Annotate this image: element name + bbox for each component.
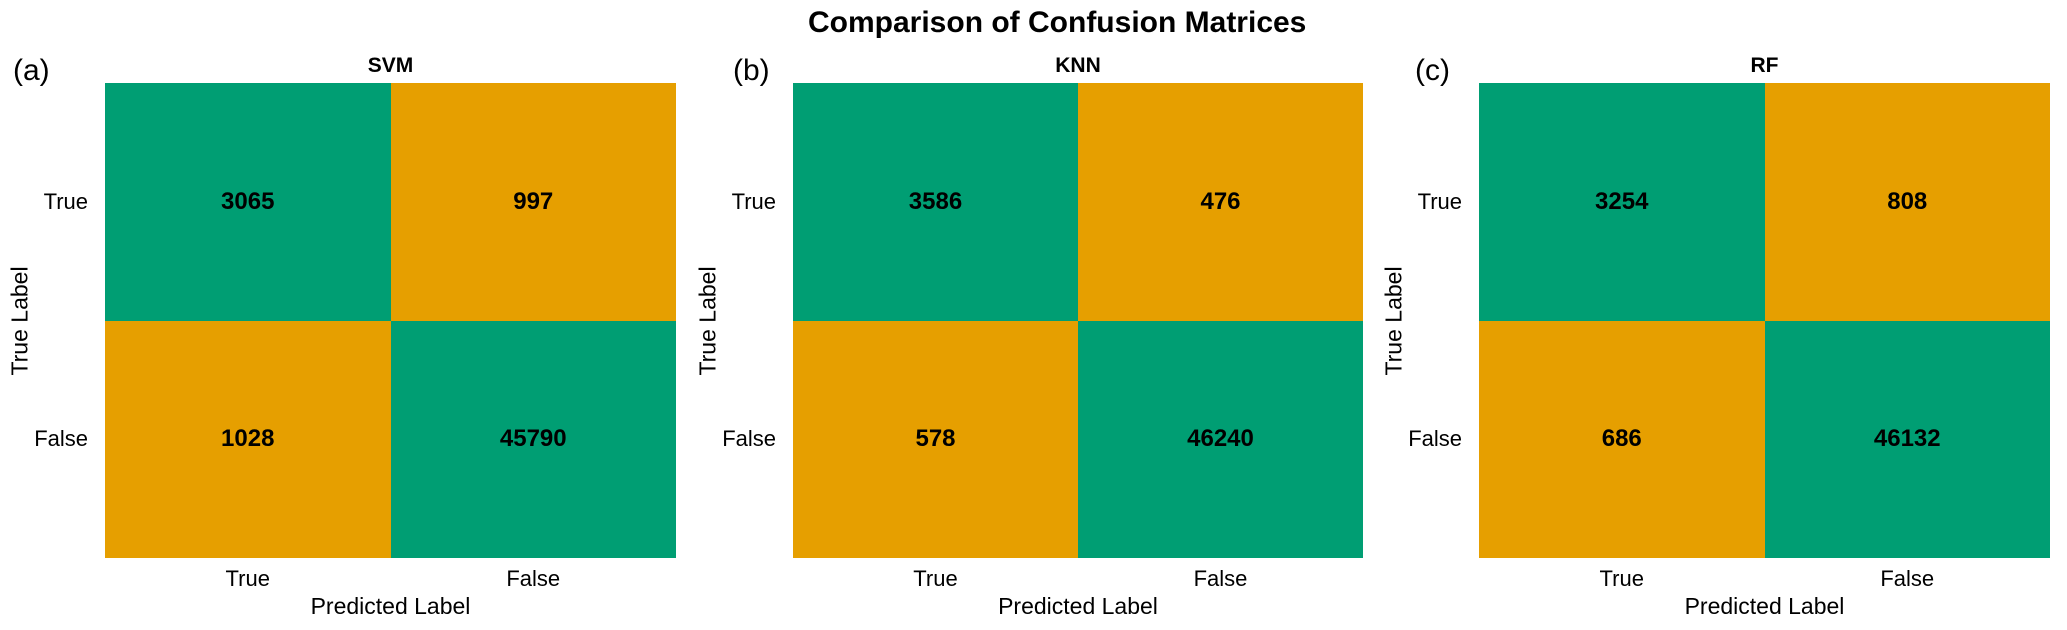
matrix-cell-false-true: 1028 bbox=[105, 320, 391, 558]
panel-label-a: (a) bbox=[13, 54, 50, 87]
matrix-cell-true-false: 476 bbox=[1078, 83, 1363, 321]
matrix-cell-false-false: 45790 bbox=[390, 320, 676, 558]
matrix-cell-true-true: 3065 bbox=[105, 83, 391, 321]
figure-title: Comparison of Confusion Matrices bbox=[808, 6, 1307, 39]
cell-value: 578 bbox=[915, 425, 956, 453]
subplot-svm: (a) SVM True Label True False 3065 997 1… bbox=[7, 55, 676, 618]
x-tick-label-false: False bbox=[1880, 566, 1935, 591]
subplot-title-svm: SVM bbox=[367, 54, 414, 77]
y-tick-label-false: False bbox=[34, 426, 88, 452]
matrix-cell-true-true: 3254 bbox=[1479, 83, 1765, 321]
matrix-cell-false-false: 46240 bbox=[1078, 320, 1363, 558]
cell-value: 45790 bbox=[499, 425, 567, 453]
y-tick-label-true: True bbox=[43, 188, 88, 214]
y-axis-label: True Label bbox=[1380, 265, 1407, 376]
cell-value: 808 bbox=[1887, 187, 1928, 215]
x-tick-label-true: True bbox=[225, 566, 270, 591]
confusion-matrix-grid: 3065 997 1028 45790 bbox=[105, 83, 676, 558]
cell-value: 997 bbox=[513, 187, 554, 215]
matrix-cell-false-true: 578 bbox=[793, 320, 1078, 558]
cell-value: 686 bbox=[1601, 425, 1642, 453]
cell-value: 46132 bbox=[1873, 425, 1941, 453]
x-axis-label: Predicted Label bbox=[1684, 593, 1845, 619]
subplot-rf: (c) RF True Label True False 3254 808 68… bbox=[1381, 55, 2050, 618]
y-axis-label: True Label bbox=[6, 265, 33, 376]
subplot-title-rf: RF bbox=[1750, 54, 1779, 77]
cell-value: 476 bbox=[1200, 187, 1241, 215]
matrix-cell-false-true: 686 bbox=[1479, 320, 1765, 558]
matrix-cell-true-false: 808 bbox=[1764, 83, 2050, 321]
y-axis-label: True Label bbox=[694, 265, 721, 376]
confusion-matrix-grid: 3254 808 686 46132 bbox=[1479, 83, 2050, 558]
confusion-matrix-grid: 3586 476 578 46240 bbox=[793, 83, 1363, 558]
y-tick-label-true: True bbox=[731, 188, 776, 214]
panel-label-b: (b) bbox=[733, 54, 770, 87]
cell-value: 3065 bbox=[221, 187, 275, 215]
y-tick-label-false: False bbox=[1408, 426, 1462, 452]
subplot-knn: (b) KNN True Label True False 3586 476 5… bbox=[695, 55, 1363, 618]
matrix-cell-false-false: 46132 bbox=[1764, 320, 2050, 558]
y-tick-label-true: True bbox=[1417, 188, 1462, 214]
cell-value: 3254 bbox=[1595, 187, 1649, 215]
cell-value: 46240 bbox=[1187, 425, 1254, 453]
x-tick-label-true: True bbox=[913, 566, 958, 591]
cell-value: 3586 bbox=[908, 187, 963, 215]
x-tick-label-false: False bbox=[1193, 566, 1248, 591]
matrix-cell-true-false: 997 bbox=[390, 83, 676, 321]
panel-label-c: (c) bbox=[1415, 54, 1450, 87]
x-tick-label-true: True bbox=[1599, 566, 1644, 591]
cell-value: 1028 bbox=[221, 425, 275, 453]
matrix-cell-true-true: 3586 bbox=[793, 83, 1078, 321]
x-axis-label: Predicted Label bbox=[310, 593, 471, 619]
x-axis-label: Predicted Label bbox=[998, 593, 1158, 619]
x-tick-label-false: False bbox=[506, 566, 561, 591]
subplot-title-knn: KNN bbox=[1055, 54, 1101, 77]
y-tick-label-false: False bbox=[722, 426, 776, 452]
